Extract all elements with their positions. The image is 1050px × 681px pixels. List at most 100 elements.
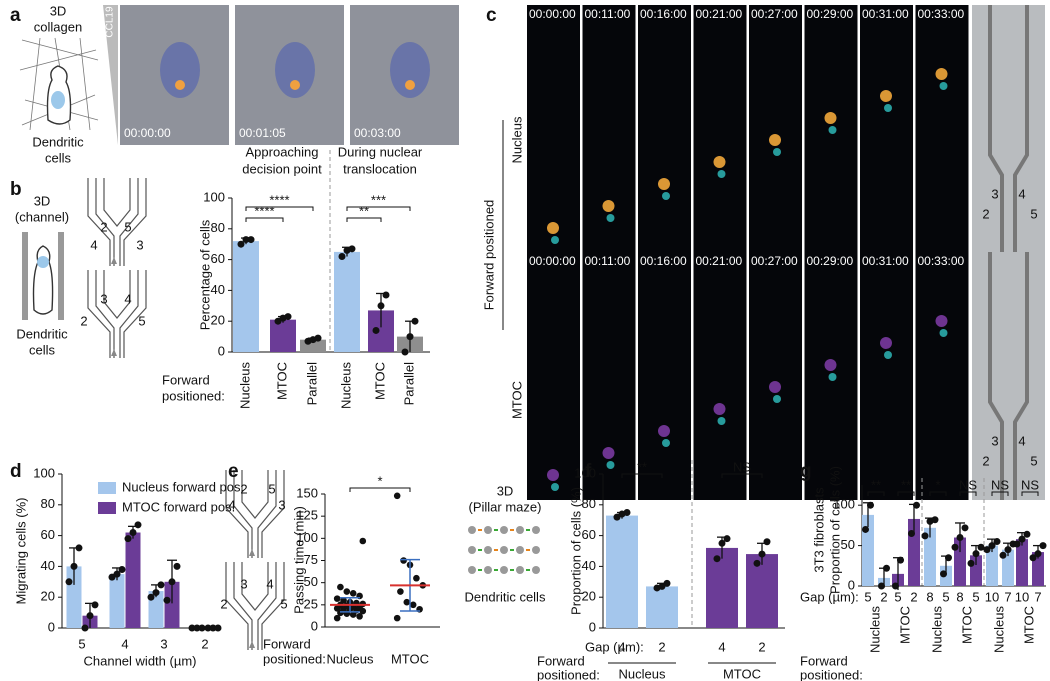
y-tick-label: 25	[304, 596, 318, 611]
y-tick-label: 0	[311, 618, 318, 633]
timestamp: 00:03:00	[354, 126, 401, 140]
data-point	[1034, 550, 1042, 558]
cell-signal	[769, 134, 781, 146]
panel-letter: a	[10, 5, 21, 26]
data-point	[393, 614, 401, 622]
data-point	[349, 590, 357, 597]
x-tick-label: 2	[758, 639, 765, 654]
cell-signal	[713, 403, 726, 415]
data-point	[204, 624, 212, 632]
bar	[125, 532, 141, 628]
data-point	[113, 570, 121, 578]
data-point	[713, 555, 721, 563]
x-tick-label: 5	[942, 589, 949, 604]
significance-bracket	[1021, 491, 1039, 496]
cell-signal	[939, 82, 948, 90]
data-point	[91, 601, 99, 609]
x-tick-label: 4	[121, 636, 128, 651]
cell-signal	[658, 425, 670, 437]
data-point	[921, 532, 929, 540]
significance-bracket	[349, 487, 411, 492]
bar	[746, 554, 778, 628]
timestamp: 00:11:00	[585, 254, 631, 268]
group-label: Nucleus	[929, 606, 944, 653]
bar	[986, 545, 998, 586]
gap-label: 3	[278, 497, 285, 512]
movie-frame	[693, 252, 747, 500]
x-tick-label: MTOC	[274, 362, 289, 400]
gap-label: 2	[240, 481, 247, 496]
data-point	[124, 535, 132, 543]
data-point	[913, 501, 920, 509]
cell-signal	[884, 351, 892, 359]
cell-signal	[551, 236, 559, 244]
cell-signal	[935, 68, 948, 80]
data-point	[961, 524, 969, 532]
y-tick-label: 50	[841, 537, 855, 552]
y-tick-label: 40	[41, 558, 55, 573]
gap-label: 4	[1018, 186, 1025, 201]
data-point	[613, 513, 621, 521]
axis-label: 3T3 fibroblasts	[811, 487, 826, 573]
data-point	[134, 521, 142, 529]
pillar	[468, 566, 476, 574]
panel-letter: d	[10, 461, 22, 482]
diagram-label: 3D	[50, 3, 67, 18]
axis-label: Forward	[263, 636, 311, 651]
gradient-wedge	[103, 5, 118, 145]
data-point	[403, 598, 411, 606]
data-point	[718, 539, 726, 547]
cell-signal	[769, 381, 781, 393]
cell-signal	[606, 461, 615, 469]
gap-label: 2	[100, 219, 107, 234]
data-point	[977, 543, 985, 551]
movie-frame	[749, 5, 802, 253]
bar	[1002, 549, 1014, 586]
gap-label: 4	[266, 576, 273, 591]
gap-label: 4	[228, 497, 235, 512]
diagram-label: 3D	[34, 193, 51, 208]
data-point	[188, 624, 196, 632]
bar	[924, 527, 936, 586]
mtoc-signal	[290, 80, 300, 90]
data-point	[242, 236, 250, 244]
y-tick-label: 0	[48, 619, 55, 634]
axis-label: Forward	[162, 372, 210, 387]
movie-frame	[527, 5, 580, 253]
data-point	[237, 240, 245, 248]
row-group-label: Forward positioned	[481, 200, 496, 311]
data-point	[152, 589, 160, 597]
pillar	[500, 546, 508, 554]
axis-label: Forward	[800, 653, 848, 668]
legend-label: Nucleus forward pos.	[122, 479, 244, 494]
significance-label: NS	[733, 459, 751, 474]
bar	[164, 581, 180, 628]
gap-label: 3	[991, 433, 998, 448]
panel-letter: f	[585, 461, 592, 482]
axis-label: positioned:	[263, 651, 326, 666]
y-tick-label: 60	[41, 527, 55, 542]
group-label: Nucleus	[991, 606, 1006, 653]
data-point	[623, 509, 631, 516]
group-title: decision point	[242, 161, 322, 176]
data-point	[723, 535, 731, 543]
data-point	[382, 291, 390, 299]
x-tick-label: MTOC	[372, 362, 387, 400]
bar	[606, 515, 638, 628]
gap-label: 5	[1030, 206, 1037, 221]
group-label: Nucleus	[867, 606, 882, 653]
channel-outline	[988, 252, 1029, 500]
axis-label: Proportion of cells (%)	[827, 466, 842, 594]
gap-label: 3	[240, 576, 247, 591]
data-point	[359, 537, 367, 545]
timestamp: 00:11:00	[585, 7, 631, 21]
channel-sketch	[22, 232, 64, 320]
brightfield-frame	[972, 252, 1045, 500]
timestamp: 00:27:00	[751, 254, 798, 268]
significance-bracket	[991, 491, 1009, 496]
bar	[646, 586, 678, 628]
x-tick-label: MTOC	[391, 651, 429, 666]
bar	[109, 574, 125, 628]
cell-signal	[662, 439, 670, 447]
y-tick-label: 100	[833, 497, 855, 512]
